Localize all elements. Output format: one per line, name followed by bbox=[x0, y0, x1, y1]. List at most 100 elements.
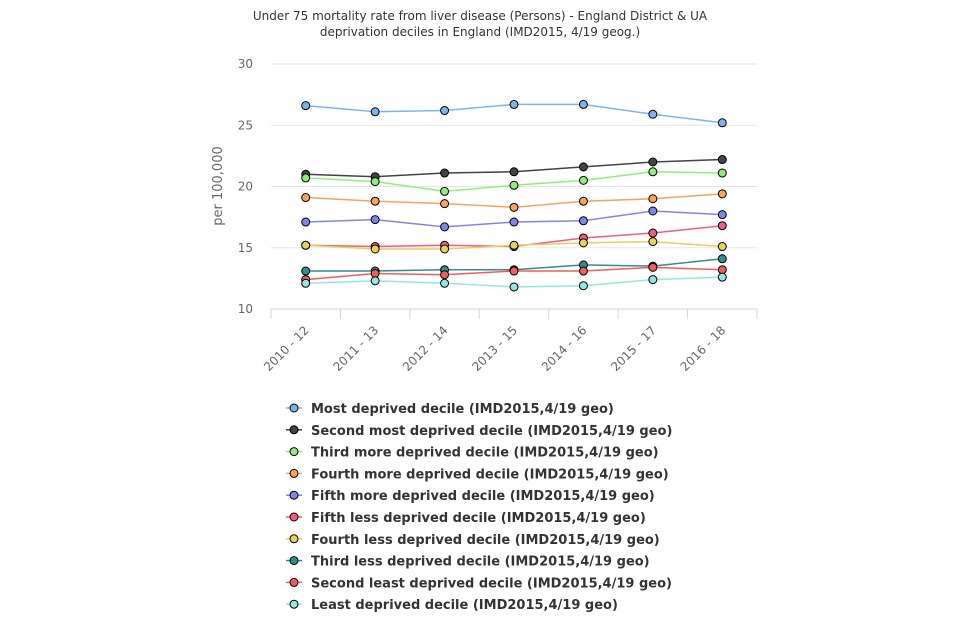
data-point bbox=[648, 194, 658, 204]
data-point bbox=[578, 175, 588, 185]
data-point bbox=[648, 228, 658, 238]
data-point bbox=[509, 240, 519, 250]
legend: Most deprived decile (IMD2015,4/19 geo) S… bbox=[286, 402, 672, 613]
x-tick-label: 2014 - 16 bbox=[539, 323, 590, 374]
data-point bbox=[370, 276, 380, 286]
data-point bbox=[509, 282, 519, 292]
x-tick-label: 2011 - 13 bbox=[331, 323, 382, 374]
legend-item: Third more deprived decile (IMD2015,4/19… bbox=[286, 446, 659, 461]
data-point bbox=[578, 266, 588, 276]
data-point bbox=[578, 196, 588, 206]
chart-title-line-1: Under 75 mortality rate from liver disea… bbox=[253, 9, 708, 23]
data-point bbox=[370, 215, 380, 225]
legend-marker bbox=[289, 447, 299, 457]
data-point bbox=[370, 107, 380, 117]
legend-marker bbox=[289, 425, 299, 435]
legend-label: Least deprived decile (IMD2015,4/19 geo) bbox=[311, 598, 618, 613]
legend-item: Fifth more deprived decile (IMD2015,4/19… bbox=[286, 489, 655, 504]
legend-item: Fourth less deprived decile (IMD2015,4/1… bbox=[286, 533, 660, 548]
data-point bbox=[648, 167, 658, 177]
data-point bbox=[440, 222, 450, 232]
x-tick-label: 2012 - 14 bbox=[400, 323, 451, 374]
data-point bbox=[648, 206, 658, 216]
legend-item: Second most deprived decile (IMD2015,4/1… bbox=[286, 424, 672, 439]
y-axis: 10 15 20 25 30 bbox=[238, 57, 253, 316]
legend-item: Fourth more deprived decile (IMD2015,4/1… bbox=[286, 467, 669, 482]
data-point bbox=[509, 202, 519, 212]
y-tick-label: 10 bbox=[238, 302, 253, 316]
data-point bbox=[578, 281, 588, 291]
x-tick-label: 2015 - 17 bbox=[608, 323, 659, 374]
data-point bbox=[509, 99, 519, 109]
data-point bbox=[440, 244, 450, 254]
data-point bbox=[717, 272, 727, 282]
legend-label: Second most deprived decile (IMD2015,4/1… bbox=[311, 424, 672, 439]
data-point bbox=[370, 268, 380, 278]
data-point bbox=[440, 168, 450, 178]
data-point bbox=[509, 167, 519, 177]
legend-item: Fifth less deprived decile (IMD2015,4/19… bbox=[286, 511, 646, 526]
data-point bbox=[578, 99, 588, 109]
data-point bbox=[509, 217, 519, 227]
legend-marker bbox=[289, 468, 299, 478]
data-point bbox=[717, 155, 727, 165]
data-point bbox=[717, 168, 727, 178]
data-point bbox=[301, 266, 311, 276]
data-point bbox=[301, 193, 311, 203]
y-tick-label: 30 bbox=[238, 57, 253, 71]
y-axis-title: per 100,000 bbox=[211, 146, 226, 226]
legend-label: Fourth less deprived decile (IMD2015,4/1… bbox=[311, 533, 660, 548]
data-point bbox=[509, 266, 519, 276]
data-point bbox=[717, 189, 727, 199]
data-point bbox=[440, 106, 450, 116]
legend-label: Fifth less deprived decile (IMD2015,4/19… bbox=[311, 511, 646, 526]
data-point bbox=[648, 275, 658, 285]
data-point bbox=[717, 242, 727, 252]
data-point bbox=[301, 278, 311, 288]
data-point bbox=[301, 101, 311, 111]
data-point bbox=[717, 265, 727, 275]
data-point bbox=[301, 217, 311, 227]
chart-title: Under 75 mortality rate from liver disea… bbox=[253, 9, 708, 39]
legend-marker bbox=[289, 534, 299, 544]
legend-marker bbox=[289, 599, 299, 609]
data-point bbox=[440, 186, 450, 196]
plot-area bbox=[301, 99, 727, 292]
data-point bbox=[578, 162, 588, 172]
x-tick-label: 2016 - 18 bbox=[678, 323, 729, 374]
legend-label: Third more deprived decile (IMD2015,4/19… bbox=[311, 446, 659, 461]
legend-label: Fourth more deprived decile (IMD2015,4/1… bbox=[311, 467, 669, 482]
data-point bbox=[717, 210, 727, 220]
data-point bbox=[509, 180, 519, 190]
data-point bbox=[440, 270, 450, 280]
legend-item: Least deprived decile (IMD2015,4/19 geo) bbox=[286, 598, 618, 613]
data-point bbox=[717, 254, 727, 264]
data-point bbox=[370, 244, 380, 254]
legend-marker bbox=[289, 512, 299, 522]
chart-title-line-2: deprivation deciles in England (IMD2015,… bbox=[320, 25, 640, 39]
legend-item: Most deprived decile (IMD2015,4/19 geo) bbox=[286, 402, 614, 417]
data-point bbox=[648, 237, 658, 247]
x-tick-label: 2010 - 12 bbox=[261, 323, 312, 374]
y-tick-label: 15 bbox=[238, 241, 253, 255]
data-point bbox=[440, 199, 450, 209]
legend-marker bbox=[289, 556, 299, 566]
data-point bbox=[578, 216, 588, 226]
data-point bbox=[301, 173, 311, 183]
legend-item: Third less deprived decile (IMD2015,4/19… bbox=[286, 555, 650, 570]
data-point bbox=[648, 109, 658, 119]
data-point bbox=[717, 221, 727, 231]
x-tick-label: 2013 - 15 bbox=[469, 323, 520, 374]
x-axis: 2010 - 12 2011 - 13 2012 - 14 2013 - 15 2014… bbox=[261, 309, 758, 374]
y-tick-label: 20 bbox=[238, 180, 253, 194]
legend-marker bbox=[289, 490, 299, 500]
y-tick-label: 25 bbox=[238, 118, 253, 132]
legend-label: Most deprived decile (IMD2015,4/19 geo) bbox=[311, 402, 614, 417]
data-point bbox=[648, 262, 658, 272]
legend-marker bbox=[289, 403, 299, 413]
legend-item: Second least deprived decile (IMD2015,4/… bbox=[286, 576, 672, 591]
data-point bbox=[648, 157, 658, 167]
data-point bbox=[440, 278, 450, 288]
legend-label: Fifth more deprived decile (IMD2015,4/19… bbox=[311, 489, 655, 504]
